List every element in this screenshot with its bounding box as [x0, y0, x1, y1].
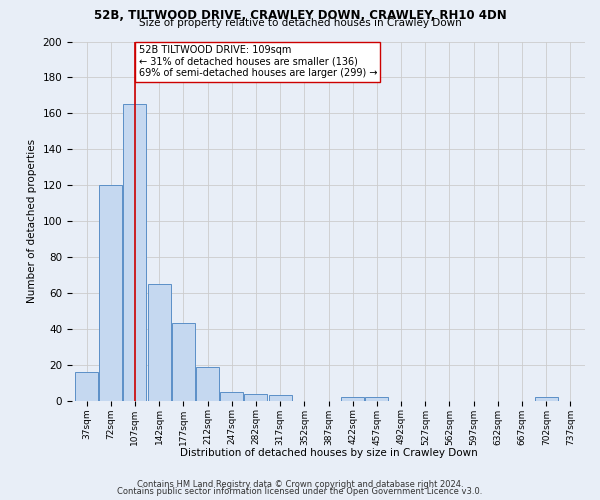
Bar — [535, 397, 558, 400]
Bar — [341, 397, 364, 400]
Bar — [269, 396, 292, 400]
Text: 52B, TILTWOOD DRIVE, CRAWLEY DOWN, CRAWLEY, RH10 4DN: 52B, TILTWOOD DRIVE, CRAWLEY DOWN, CRAWL… — [94, 9, 506, 22]
Bar — [196, 366, 219, 400]
Bar — [220, 392, 243, 400]
Y-axis label: Number of detached properties: Number of detached properties — [27, 139, 37, 303]
Bar — [365, 397, 388, 400]
Bar — [124, 104, 146, 401]
Text: Contains HM Land Registry data © Crown copyright and database right 2024.: Contains HM Land Registry data © Crown c… — [137, 480, 463, 489]
Bar — [99, 185, 122, 400]
Bar — [75, 372, 98, 400]
Text: Size of property relative to detached houses in Crawley Down: Size of property relative to detached ho… — [139, 18, 461, 28]
Bar — [148, 284, 170, 401]
Text: 52B TILTWOOD DRIVE: 109sqm
← 31% of detached houses are smaller (136)
69% of sem: 52B TILTWOOD DRIVE: 109sqm ← 31% of deta… — [139, 45, 377, 78]
Bar — [172, 324, 195, 400]
X-axis label: Distribution of detached houses by size in Crawley Down: Distribution of detached houses by size … — [179, 448, 478, 458]
Text: Contains public sector information licensed under the Open Government Licence v3: Contains public sector information licen… — [118, 487, 482, 496]
Bar — [244, 394, 268, 400]
